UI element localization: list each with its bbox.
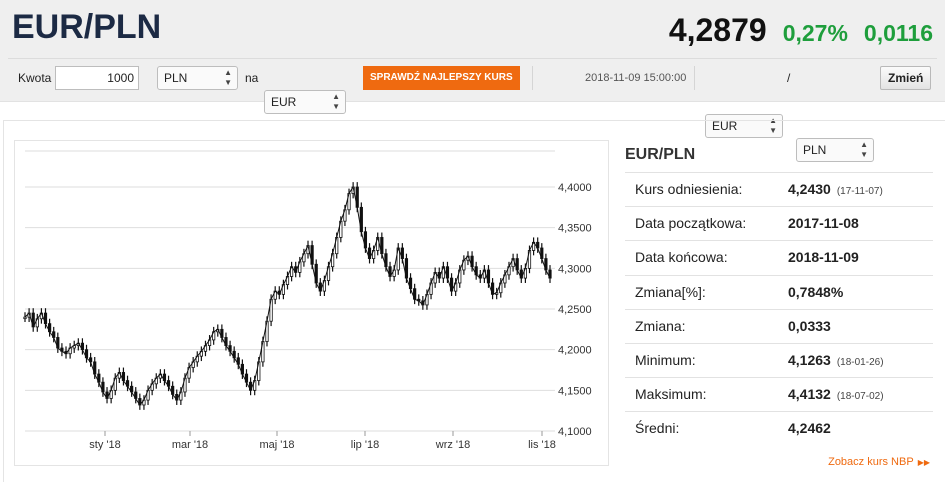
to-currency-select[interactable]: EUR ▲ ▼	[264, 90, 346, 114]
amount-input[interactable]	[55, 66, 139, 90]
select-arrows-icon: ▲ ▼	[224, 68, 232, 87]
stats-value: 2018-11-09	[788, 249, 859, 266]
pair-title: EUR/PLN	[12, 8, 162, 46]
stats-title: EUR/PLN	[625, 146, 696, 163]
change-absolute: 0,0116	[863, 20, 933, 46]
amount-label: Kwota	[18, 71, 52, 85]
rate-chart: 4,1000 4,1500 4,2000 4,2500 4,3000 4,3500 4,40…	[23, 150, 592, 451]
stats-date: (18-07-02)	[836, 391, 884, 403]
from-currency-select[interactable]: PLN ▲ ▼	[157, 66, 238, 90]
controls-divider	[532, 66, 533, 90]
x-tick-label: mar '18	[172, 439, 208, 451]
stats-label: Data końcowa:	[635, 249, 728, 266]
x-tick-label: sty '18	[89, 439, 120, 451]
stats-value: 2017-11-08	[788, 215, 859, 232]
x-tick-label: wrz '18	[435, 439, 471, 451]
to-label: na	[245, 71, 259, 85]
stats-date: (18-01-26)	[836, 356, 884, 368]
stats-label: Data początkowa:	[635, 215, 747, 232]
nbp-rate-link[interactable]: Zobacz kurs NBP ▶▶	[828, 456, 930, 468]
controls-divider	[694, 66, 695, 90]
content-panel	[3, 120, 945, 482]
nbp-link-label: Zobacz kurs NBP	[828, 456, 914, 468]
y-tick-label: 4,3000	[558, 263, 592, 275]
stats-label: Zmiana:	[635, 317, 686, 334]
quote-summary: 4,2879 0,27% 0,0116	[669, 12, 933, 49]
candle-body	[23, 316, 27, 320]
stats-row: Data końcowa: 2018-11-09	[625, 240, 933, 274]
series-line	[24, 185, 551, 406]
x-tick-label: maj '18	[259, 439, 294, 451]
stats-label: Kurs odniesienia:	[635, 181, 743, 197]
y-tick-label: 4,1500	[558, 385, 592, 397]
y-tick-label: 4,1000	[558, 426, 592, 438]
quote-timestamp: 2018-11-09 15:00:00	[585, 72, 687, 84]
double-arrow-right-icon: ▶▶	[917, 458, 930, 467]
stats-row: Średni: 4,2462	[625, 411, 933, 445]
y-tick-label: 4,2000	[558, 345, 592, 357]
to-currency-value: EUR	[271, 95, 297, 109]
select-arrows-icon: ▲ ▼	[860, 140, 868, 159]
y-tick-label: 4,4000	[558, 182, 592, 194]
y-tick-label: 4,2500	[558, 304, 592, 316]
stats-value: 0,0333	[788, 317, 831, 334]
best-rate-button[interactable]: SPRAWDŹ NAJLEPSZY KURS	[363, 66, 520, 90]
current-rate: 4,2879	[668, 12, 767, 48]
stats-row: Maksimum: 4,4132 (18-07-02)	[625, 377, 933, 411]
x-tick-label: lis '18	[528, 439, 556, 451]
header-divider	[8, 58, 937, 59]
base-currency-value: EUR	[712, 119, 738, 133]
stats-value: 0,7848%	[788, 283, 844, 300]
stats-table: Kurs odniesienia: 4,2430 (17-11-07) Data p…	[625, 172, 933, 446]
change-pair-button[interactable]: Zmień	[880, 66, 932, 90]
stats-value: 4,1263	[788, 351, 831, 368]
x-tick-label: lip '18	[351, 439, 379, 451]
stats-label: Maksimum:	[635, 386, 707, 403]
stats-value: 4,2430	[788, 181, 831, 197]
stats-row: Kurs odniesienia: 4,2430 (17-11-07)	[625, 172, 933, 206]
select-arrows-icon: ▲ ▼	[332, 92, 340, 111]
stats-label: Zmiana[%]:	[635, 283, 706, 300]
change-percent: 0,27%	[782, 20, 848, 46]
stats-label: Minimum:	[635, 351, 696, 368]
from-currency-value: PLN	[164, 71, 188, 85]
stats-row: Data początkowa: 2017-11-08	[625, 206, 933, 240]
stats-row: Zmiana[%]: 0,7848%	[625, 274, 933, 309]
stats-date: (17-11-07)	[836, 186, 883, 197]
quote-currency-value: PLN	[803, 143, 827, 157]
pair-separator: /	[787, 71, 791, 85]
stats-label: Średni:	[635, 420, 680, 437]
stats-row: Zmiana: 0,0333	[625, 308, 933, 343]
stats-row: Minimum: 4,1263 (18-01-26)	[625, 342, 933, 377]
y-tick-label: 4,3500	[558, 223, 592, 235]
quote-currency-select[interactable]: PLN ▲ ▼	[796, 138, 874, 162]
chart-container: 4,1000 4,1500 4,2000 4,2500 4,3000 4,3500 4,40…	[14, 140, 609, 466]
stats-value: 4,4132	[788, 386, 831, 403]
stats-value: 4,2462	[788, 420, 831, 437]
